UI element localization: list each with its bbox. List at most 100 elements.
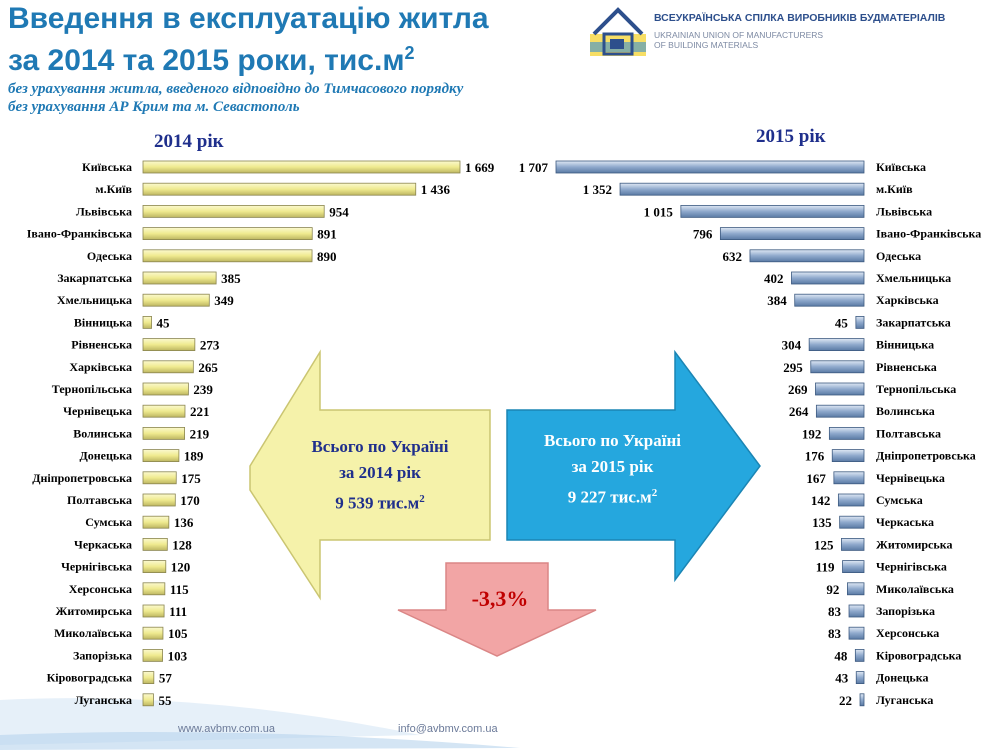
category-label-2014: Запорізька (73, 648, 132, 662)
value-label-2015: 176 (805, 449, 825, 464)
category-label-2014: Сумська (85, 515, 132, 529)
total-2014-label: Всього по Україні (311, 437, 449, 456)
right-arrow-shape (506, 349, 761, 583)
category-label-2014: Івано-Франківська (27, 227, 132, 241)
category-label-2014: Закарпатська (57, 271, 132, 285)
value-label-2015: 135 (812, 515, 832, 530)
value-label-2014: 890 (317, 249, 337, 264)
bar-2014 (142, 471, 177, 485)
bar-2014 (142, 426, 185, 440)
bar-2014 (142, 315, 152, 329)
title-superscript: 2 (404, 43, 415, 63)
bar-2014 (142, 204, 325, 218)
total-2015-callout: Всього по Україні за 2015 рік 9 227 тис.… (505, 428, 720, 511)
bar-2015 (859, 693, 865, 707)
value-label-2015: 1 707 (519, 160, 549, 175)
category-label-2014: Кіровоградська (47, 671, 132, 685)
bar-2014 (142, 560, 167, 573)
total-2014-value: 9 539 тис.м (335, 493, 420, 513)
page-subtitle: без урахування житла, введеного відповід… (8, 80, 463, 116)
value-label-2015: 92 (826, 582, 839, 597)
bar-2014 (142, 693, 154, 707)
total-2014-unit-sup: 2 (419, 493, 425, 505)
category-label-2014: Вінницька (74, 315, 132, 329)
category-label-2014: Черкаська (74, 537, 132, 551)
value-label-2014: 120 (171, 560, 191, 575)
organization-name-ua: ВСЕУКРАЇНСЬКА СПІЛКА ВИРОБНИКІВ БУДМАТЕР… (654, 12, 946, 24)
value-label-2015: 264 (789, 404, 809, 419)
total-2015-value: 9 227 тис.м (567, 487, 652, 507)
value-label-2015: 304 (782, 338, 802, 353)
bar-2015 (854, 649, 865, 662)
category-label-2014: Донецька (80, 449, 133, 463)
category-label-2014: Миколаївська (54, 626, 132, 640)
category-label-2015: Київська (876, 160, 926, 174)
category-label-2015: Закарпатська (876, 315, 951, 329)
bar-2014 (142, 227, 313, 241)
value-label-2014: 136 (174, 515, 194, 530)
subtitle-line-1: без урахування житла, введеного відповід… (8, 81, 464, 97)
bar-2014 (142, 493, 176, 507)
value-label-2014: 954 (329, 204, 349, 219)
category-label-2014: Хмельницька (57, 293, 132, 307)
bar-2015 (833, 471, 865, 485)
category-label-2015: Кіровоградська (876, 648, 961, 662)
category-label-2015: Харківська (876, 293, 939, 307)
bar-2015 (555, 160, 865, 174)
bar-2014 (142, 671, 155, 684)
title-line-2: за 2014 та 2015 роки, тис.м (8, 44, 405, 77)
category-label-2015: Вінницька (876, 338, 934, 352)
value-label-2015: 295 (783, 360, 803, 375)
bars-2014: Київська 1 669 м.Київ 1 436 Львівська 954 Іван… (27, 160, 495, 708)
value-label-2015: 22 (839, 693, 852, 708)
organization-name-en: UKRAINIAN UNION OF MANUFACTURERS OF BUIL… (654, 30, 824, 50)
value-label-2015: 125 (814, 537, 834, 552)
value-label-2014: 45 (157, 315, 171, 330)
bar-2015 (855, 315, 865, 329)
left-arrow-shape (249, 349, 491, 601)
footer-email-link[interactable]: info@avbmv.com.ua (398, 723, 498, 735)
category-label-2015: Рівненська (876, 360, 937, 374)
category-label-2014: Полтавська (67, 493, 132, 507)
category-label-2014: Харківська (69, 360, 132, 374)
category-label-2014: Львівська (76, 204, 132, 218)
category-label-2015: Донецька (876, 671, 929, 685)
bar-2014 (142, 538, 168, 551)
value-label-2014: 105 (168, 626, 188, 641)
bar-2015 (855, 671, 865, 684)
category-label-2015: Івано-Франківська (876, 227, 981, 241)
house-logo-icon (590, 7, 646, 56)
value-label-2015: 83 (828, 604, 842, 619)
value-label-2015: 83 (828, 626, 842, 641)
bar-2014 (142, 382, 189, 396)
bar-2014 (142, 626, 164, 640)
bar-2015 (848, 604, 865, 618)
value-label-2015: 384 (767, 293, 787, 308)
total-2015-unit-sup: 2 (651, 487, 658, 499)
value-label-2015: 796 (693, 227, 713, 242)
bar-2014 (142, 604, 165, 618)
bar-2015 (828, 426, 865, 440)
total-2015-year: за 2015 рік (571, 457, 654, 476)
bar-2014 (142, 160, 461, 174)
category-label-2015: Запорізька (876, 604, 935, 618)
value-label-2014: 1 669 (465, 160, 495, 175)
category-label-2014: Одеська (87, 249, 132, 263)
value-label-2015: 48 (834, 648, 848, 663)
bar-2015 (810, 360, 865, 374)
value-label-2015: 1 352 (583, 182, 612, 197)
bar-2015 (719, 227, 865, 241)
category-label-2015: Миколаївська (876, 582, 954, 596)
bar-2014 (142, 515, 170, 529)
category-label-2014: Тернопільська (52, 382, 132, 396)
bar-2014 (142, 271, 217, 285)
value-label-2014: 1 436 (421, 182, 451, 197)
value-label-2014: 128 (172, 537, 192, 552)
footer-website-link[interactable]: www.avbmv.com.ua (178, 723, 275, 735)
value-label-2014: 385 (221, 271, 241, 286)
chart-2014-title: 2014 рік (154, 131, 224, 152)
bar-2015 (815, 404, 865, 418)
category-label-2015: Полтавська (876, 426, 941, 440)
bars-2015: Київська 1 707 м.Київ 1 352 Львівська 1 015 Ів… (519, 160, 981, 708)
value-label-2015: 192 (802, 426, 822, 441)
